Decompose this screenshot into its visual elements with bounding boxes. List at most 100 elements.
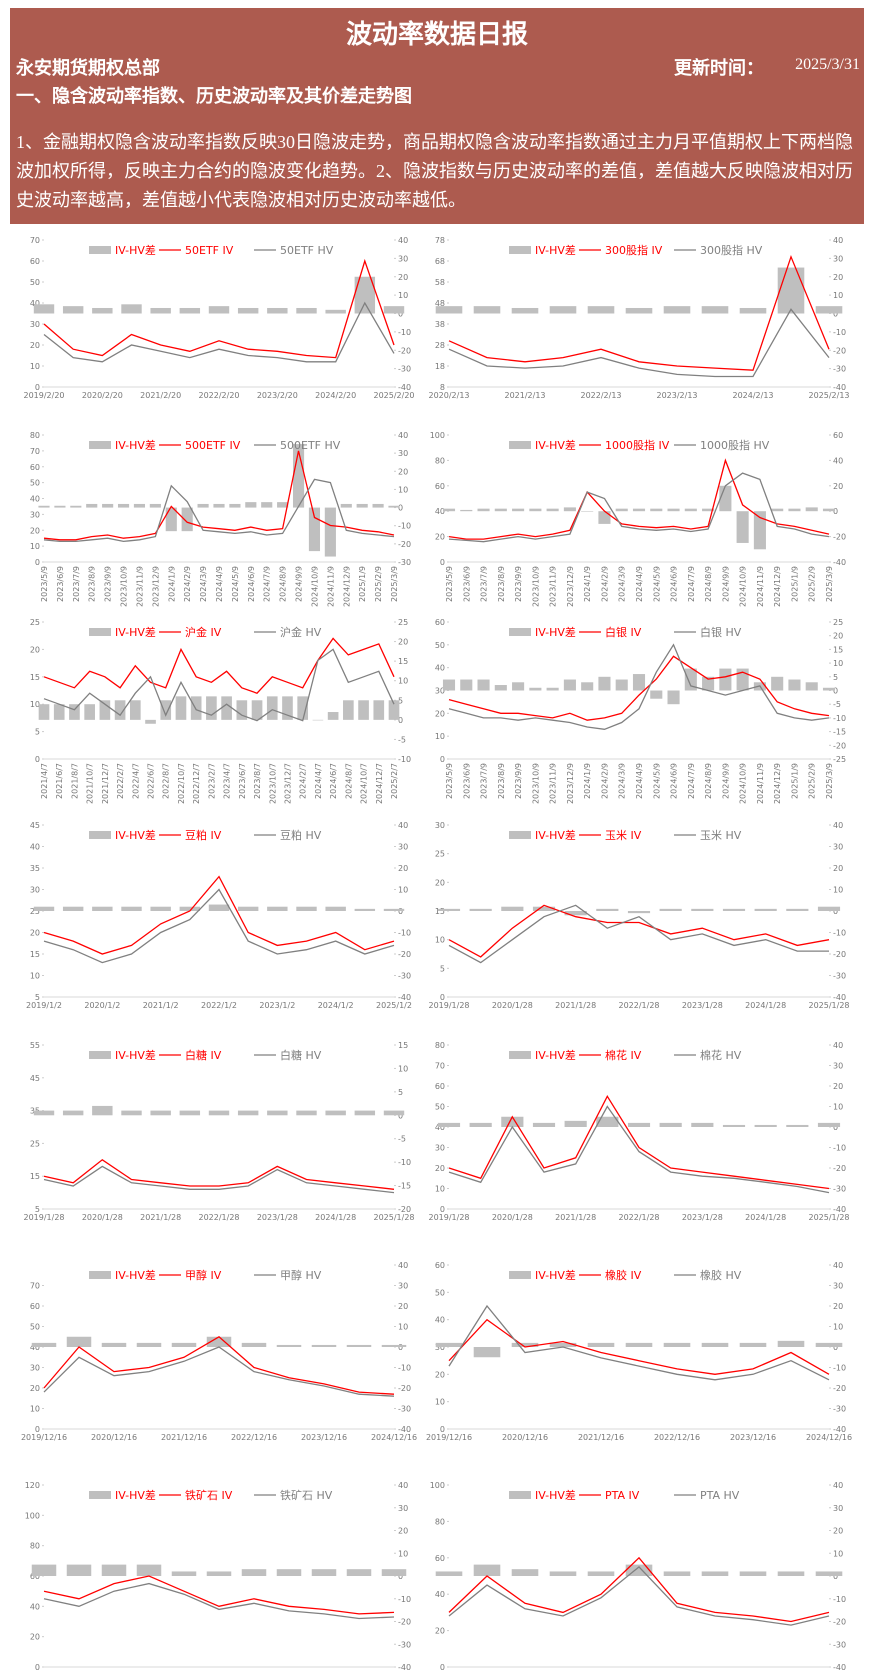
y2-tick-label: -30	[833, 1640, 846, 1649]
diff-bar	[175, 696, 187, 720]
y-tick-label: 10	[435, 1185, 445, 1194]
y-tick-label: 0	[440, 1425, 445, 1434]
diff-bar	[296, 1110, 317, 1116]
diff-bar	[229, 503, 241, 508]
diff-bar	[102, 503, 114, 508]
y-tick-label: 40	[435, 664, 445, 673]
x-tick-label: 2019/1/28	[428, 1001, 469, 1010]
diff-bar	[241, 1342, 267, 1347]
diff-bar	[815, 1342, 843, 1347]
y-tick-label: 15	[30, 673, 40, 682]
diff-bar	[788, 679, 801, 691]
diff-bar	[267, 307, 288, 314]
y2-tick-label: 10	[398, 886, 408, 895]
x-tick-label: 2023/12/16	[301, 1433, 347, 1442]
y2-tick-label: 0	[833, 1343, 838, 1352]
y-tick-label: 20	[30, 929, 40, 938]
diff-bar	[771, 676, 784, 691]
y-tick-label: 25	[30, 618, 40, 627]
y2-tick-label: 30	[833, 1504, 843, 1513]
vol-line	[43, 1582, 395, 1620]
x-tick-label: 2022/1/28	[618, 1001, 659, 1010]
diff-bar	[473, 1347, 501, 1358]
diff-bar	[38, 704, 50, 720]
y-tick-label: 70	[30, 447, 40, 456]
legend-label: IV-HV差	[115, 1268, 156, 1282]
y-tick-label: 30	[435, 1144, 445, 1153]
x-tick-label: 2024/9/9	[721, 566, 730, 602]
diff-bar	[208, 1110, 230, 1116]
y2-tick-label: 30	[833, 254, 843, 263]
x-tick-label: 2022/12/7	[192, 763, 201, 804]
diff-bar	[149, 503, 161, 508]
vol-line	[43, 1158, 395, 1190]
diff-bar	[121, 1110, 142, 1116]
y2-tick-label: -20	[398, 540, 411, 549]
diff-bar	[598, 676, 611, 691]
x-tick-label: 2022/4/7	[131, 763, 140, 799]
x-tick-label: 2023/12/9	[566, 763, 575, 804]
y2-tick-label: 0	[398, 310, 403, 319]
x-tick-label: 2023/1/28	[682, 1213, 723, 1222]
y2-tick-label: 0	[833, 507, 838, 516]
diff-bar	[587, 1571, 615, 1576]
y-tick-label: 100	[430, 431, 445, 440]
diff-bar	[494, 685, 507, 691]
y-tick-label: 5	[35, 1205, 40, 1214]
x-tick-label: 2025/1/2	[376, 1001, 412, 1010]
x-tick-label: 2023/11/9	[549, 763, 558, 804]
diff-bar	[663, 1571, 691, 1576]
diff-bar	[722, 1124, 746, 1127]
x-tick-label: 2024/12/9	[342, 566, 351, 607]
diff-bar	[237, 307, 259, 314]
y2-tick-label: 10	[833, 886, 843, 895]
y-tick-label: 70	[435, 1062, 445, 1071]
x-tick-label: 2023/1/28	[257, 1213, 298, 1222]
x-tick-label: 2024/1/28	[315, 1213, 356, 1222]
x-tick-label: 2023/6/9	[462, 566, 471, 602]
legend-swatch	[89, 441, 111, 449]
x-tick-label: 2024/8/7	[344, 763, 353, 799]
y-tick-label: 30	[435, 821, 445, 830]
x-tick-label: 2024/3/9	[618, 566, 627, 602]
x-tick-label: 2024/1/28	[745, 1001, 786, 1010]
diff-bar	[136, 1342, 162, 1347]
x-tick-label: 2019/12/16	[426, 1433, 472, 1442]
y-tick-label: 20	[435, 1627, 445, 1636]
y2-tick-label: 0	[398, 504, 403, 513]
y-tick-label: 8	[440, 383, 445, 392]
y2-tick-label: 40	[833, 821, 843, 830]
vol-line	[43, 1165, 395, 1194]
x-tick-label: 2024/7/9	[687, 763, 696, 799]
diff-bar	[31, 1342, 57, 1347]
diff-bar	[206, 1571, 232, 1576]
x-tick-label: 2023/8/9	[497, 566, 506, 602]
chart: 0 5 10 15 20 25 -10 -5 0 5 10 15 20 25 2021/4/7 2021/6/…	[30, 618, 411, 804]
x-tick-label: 2023/2/20	[257, 391, 298, 400]
legend-label: 1000股指 HV	[700, 438, 770, 452]
header: 波动率数据日报 永安期货期权总部 更新时间： 2025/3/31 一、隐含波动率…	[10, 8, 864, 224]
diff-bar	[33, 304, 55, 314]
y2-tick-label: 40	[833, 236, 843, 245]
y2-tick-label: 20	[833, 1527, 843, 1536]
y2-tick-label: 10	[833, 291, 843, 300]
x-tick-label: 2021/6/7	[55, 763, 64, 799]
y2-tick-label: -20	[833, 533, 846, 542]
legend-label: 50ETF HV	[280, 244, 334, 257]
x-tick-label: 2022/10/7	[177, 763, 186, 804]
diff-bar	[92, 1105, 113, 1116]
diff-bar	[815, 1571, 843, 1576]
y2-tick-label: -20	[833, 346, 846, 355]
x-tick-label: 2021/1/2	[143, 1001, 179, 1010]
y-tick-label: 0	[35, 1663, 40, 1672]
diff-bar	[208, 306, 230, 314]
y2-tick-label: 0	[398, 1572, 403, 1581]
diff-bar	[691, 1122, 714, 1127]
diff-bar	[627, 1122, 651, 1127]
diff-bar	[815, 306, 843, 314]
vol-line	[448, 655, 830, 721]
y-tick-label: 40	[30, 843, 40, 852]
diff-bar	[251, 700, 263, 720]
x-tick-label: 2023/10/7	[268, 763, 277, 804]
y2-tick-label: -40	[398, 383, 411, 392]
